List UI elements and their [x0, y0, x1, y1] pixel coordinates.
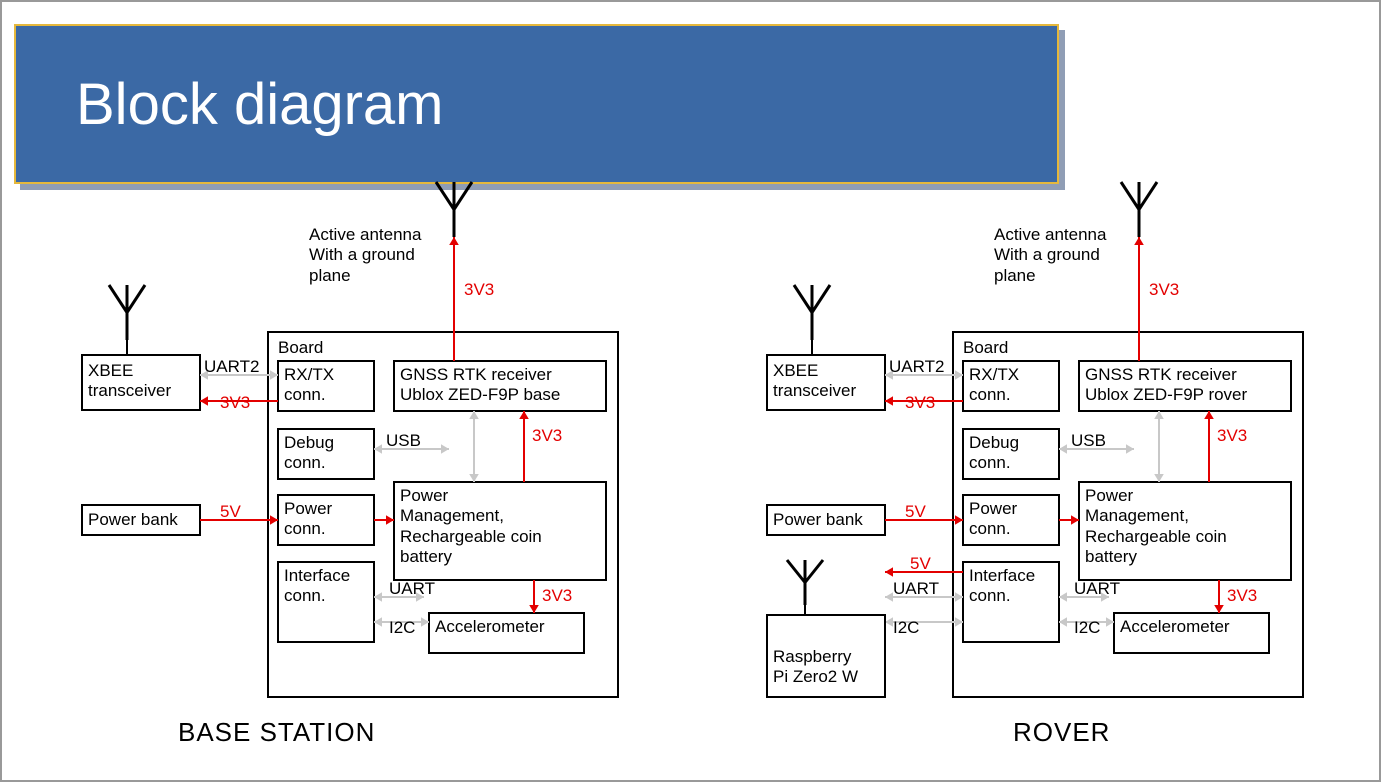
interface-box: Interfaceconn. [969, 566, 1035, 607]
debug-box: Debugconn. [969, 433, 1019, 474]
v3v3-accel: 3V3 [1227, 586, 1257, 606]
accel-box: Accelerometer [1120, 617, 1230, 637]
board-label: Board [963, 338, 1008, 358]
v3v3-xbee: 3V3 [905, 393, 935, 413]
rxtx-box: RX/TXconn. [969, 365, 1019, 406]
xbee-box: XBEEtransceiver [773, 361, 856, 402]
power-box: Powerconn. [969, 499, 1017, 540]
slide: Block diagram BoardRX/TXconn.Debugconn.P… [0, 0, 1381, 782]
v3v3-gnss: 3V3 [1217, 426, 1247, 446]
i2c-rpi: I2C [893, 618, 919, 638]
uart2-label: UART2 [889, 357, 944, 377]
uart-rpi: UART [893, 579, 939, 599]
antenna-label: Active antennaWith a groundplane [994, 225, 1106, 286]
gnss-box: GNSS RTK receiverUblox ZED-F9P rover [1085, 365, 1247, 406]
i2c-label: I2C [1074, 618, 1100, 638]
v5-rpi: 5V [910, 554, 931, 574]
power-mgmt-box: PowerManagement,Rechargeable coinbattery [1085, 486, 1227, 568]
uart-label: UART [1074, 579, 1120, 599]
rpi-box: RaspberryPi Zero2 W [773, 647, 858, 688]
powerbank-box: Power bank [773, 510, 863, 530]
v5-label: 5V [905, 502, 926, 522]
usb-label: USB [1071, 431, 1106, 451]
section-title-rover: ROVER [1013, 717, 1110, 748]
v3v3-antenna: 3V3 [1149, 280, 1179, 300]
